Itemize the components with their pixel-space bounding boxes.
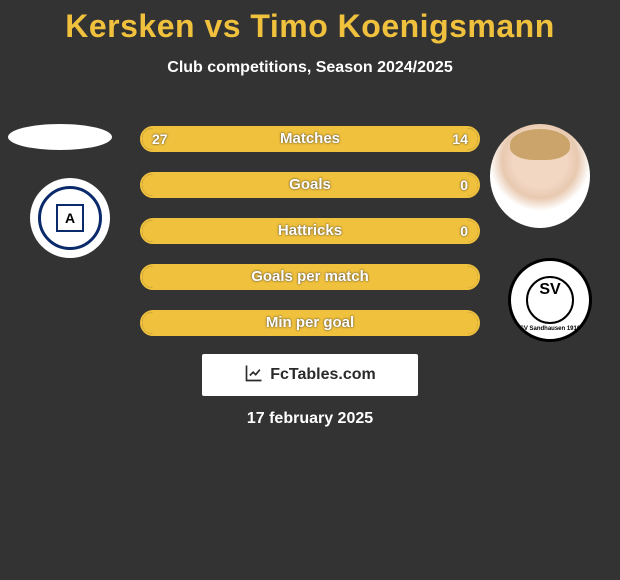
- stat-label: Min per goal: [142, 312, 478, 334]
- club-right-name: SV Sandhausen 1916: [511, 326, 589, 333]
- page-title: Kersken vs Timo Koenigsmann: [0, 0, 620, 45]
- stat-label: Goals: [142, 174, 478, 196]
- stat-value-right: 14: [452, 128, 468, 150]
- stats-container: 27 Matches 14 Goals 0 Hattricks 0 Goals …: [140, 126, 480, 356]
- player-photo-left: [8, 124, 112, 150]
- date-label: 17 february 2025: [0, 410, 620, 428]
- stat-row: Min per goal: [140, 310, 480, 336]
- chart-icon: [244, 363, 264, 388]
- stat-label: Goals per match: [142, 266, 478, 288]
- club-left-initial: A: [56, 204, 84, 232]
- stat-row: Hattricks 0: [140, 218, 480, 244]
- stat-label: Matches: [142, 128, 478, 150]
- stat-label: Hattricks: [142, 220, 478, 242]
- club-badge-left: A: [20, 178, 120, 258]
- subtitle: Club competitions, Season 2024/2025: [0, 59, 620, 77]
- player-photo-right: [490, 124, 590, 228]
- club-badge-right: SV SV Sandhausen 1916: [500, 258, 600, 344]
- club-right-short: SV: [528, 278, 572, 299]
- stat-value-right: 0: [460, 174, 468, 196]
- watermark: FcTables.com: [202, 354, 418, 396]
- stat-row: 27 Matches 14: [140, 126, 480, 152]
- stat-row: Goals 0: [140, 172, 480, 198]
- watermark-text: FcTables.com: [270, 366, 376, 384]
- stat-row: Goals per match: [140, 264, 480, 290]
- stat-value-right: 0: [460, 220, 468, 242]
